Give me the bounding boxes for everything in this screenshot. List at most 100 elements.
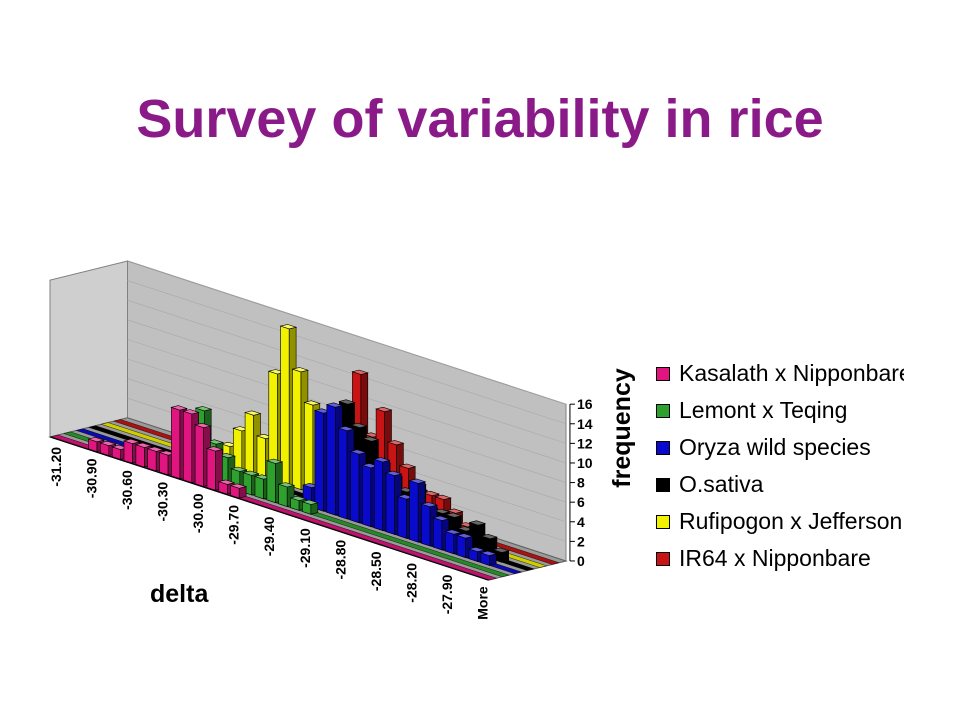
- y-axis-title: frequency: [608, 368, 636, 488]
- bar-top: [265, 458, 284, 464]
- x-tick-label: -30.00: [190, 493, 206, 533]
- bar-top: [194, 422, 212, 429]
- bar-top: [99, 440, 117, 447]
- x-tick-label: -29.40: [261, 516, 277, 556]
- bar-front: [147, 448, 157, 472]
- bar-top: [373, 457, 391, 463]
- bar-top: [456, 533, 474, 539]
- x-axis-title: delta: [150, 580, 209, 608]
- chart-axes: [49, 403, 575, 581]
- bar-top: [432, 515, 450, 521]
- bar-front: [159, 452, 169, 476]
- bar-top: [398, 463, 417, 469]
- x-tick-label: -31.20: [48, 447, 64, 487]
- legend-item: Kasalath x Nipponbare: [650, 355, 904, 392]
- bar-top: [206, 439, 225, 445]
- bar-top: [217, 479, 236, 485]
- chart-labels: 0 2 4 6 8 10 12 14 16 -31.20 -30.90 -30.60 -30.30 -30…: [48, 368, 636, 620]
- legend-swatch: [656, 514, 670, 529]
- bar-front: [338, 427, 348, 520]
- bar-front: [254, 476, 264, 500]
- bar-front: [397, 495, 407, 539]
- bar-top: [146, 446, 165, 452]
- bar-front: [385, 472, 395, 535]
- bar-top: [433, 508, 451, 514]
- bar-front: [292, 368, 302, 490]
- bar-top: [446, 508, 464, 514]
- legend: Kasalath x Nipponbare Lemont x Teqing Or…: [650, 355, 904, 577]
- y-tick-label: 8: [577, 475, 585, 491]
- bar-top: [218, 452, 236, 459]
- y-tick-label: 4: [577, 514, 585, 530]
- bar-top: [408, 478, 427, 484]
- slide-title: Survey of variability in rice: [136, 89, 824, 149]
- bar-top: [122, 438, 141, 444]
- bar-front: [266, 460, 276, 504]
- x-axis: [49, 436, 489, 581]
- bar-top: [87, 436, 105, 443]
- legend-item: O.sativa: [650, 466, 904, 503]
- bar-top: [350, 422, 368, 429]
- legend-label: Oryza wild species: [679, 434, 871, 460]
- bar-front: [183, 410, 193, 484]
- bar-front: [314, 409, 324, 512]
- bar-top: [303, 400, 321, 406]
- gridline: [127, 260, 567, 405]
- x-tick-label: -28.80: [332, 540, 348, 580]
- bar: [265, 458, 284, 504]
- bar-top: [325, 402, 344, 408]
- x-tick-label: More: [475, 586, 491, 620]
- bar-top: [244, 410, 262, 416]
- y-tick-label: 0: [577, 553, 585, 569]
- legend-swatch: [656, 403, 670, 418]
- bar-top: [444, 529, 462, 535]
- bar-top: [337, 425, 356, 432]
- bar-top: [468, 520, 487, 526]
- bar-top: [134, 442, 153, 448]
- bar-front: [194, 424, 204, 487]
- bar-front: [433, 517, 443, 551]
- y-tick-label: 14: [577, 416, 593, 432]
- x-tick-label: -28.50: [368, 551, 384, 591]
- gridline: [127, 280, 567, 425]
- bar-top: [384, 470, 403, 476]
- bar-top: [422, 490, 440, 497]
- bar-top: [301, 499, 319, 505]
- bar-front: [256, 435, 266, 479]
- legend-item: IR64 x Nipponbare: [650, 540, 904, 577]
- bar-front: [361, 464, 372, 528]
- bar-top: [289, 495, 308, 501]
- legend-item: Lemont x Teqing: [650, 392, 904, 429]
- bar-front: [304, 401, 314, 494]
- bar-top: [291, 367, 309, 373]
- legend-item: Rufipogon x Jefferson: [650, 503, 904, 540]
- bar-top: [361, 436, 380, 442]
- legend-swatch: [656, 440, 670, 455]
- bar-top: [386, 440, 405, 446]
- bar-top: [230, 466, 248, 472]
- x-tick-label: -29.70: [226, 505, 242, 545]
- bar-top: [194, 406, 213, 412]
- bar-front: [278, 483, 288, 508]
- x-tick-label: -28.20: [403, 563, 419, 603]
- y-tick-label: 12: [577, 435, 593, 451]
- x-tick-label: -30.60: [119, 470, 135, 510]
- bar-front: [135, 444, 145, 468]
- bar: [456, 533, 474, 559]
- bar-front: [244, 412, 254, 475]
- gridline: [127, 299, 567, 444]
- bar-front: [409, 480, 419, 543]
- bar-top: [242, 470, 260, 476]
- x-tick-label: -27.90: [439, 574, 455, 614]
- bar-front: [421, 503, 431, 547]
- bar-top: [492, 547, 510, 553]
- legend-label: Rufipogon x Jefferson: [679, 508, 903, 534]
- bar-top: [277, 482, 296, 488]
- bar-top: [434, 494, 452, 500]
- bar-top: [420, 502, 439, 508]
- bar-front: [206, 447, 216, 491]
- bar-top: [480, 533, 498, 540]
- legend-swatch: [656, 477, 670, 492]
- x-tick-label: -30.90: [84, 458, 100, 498]
- bar-top: [375, 406, 393, 413]
